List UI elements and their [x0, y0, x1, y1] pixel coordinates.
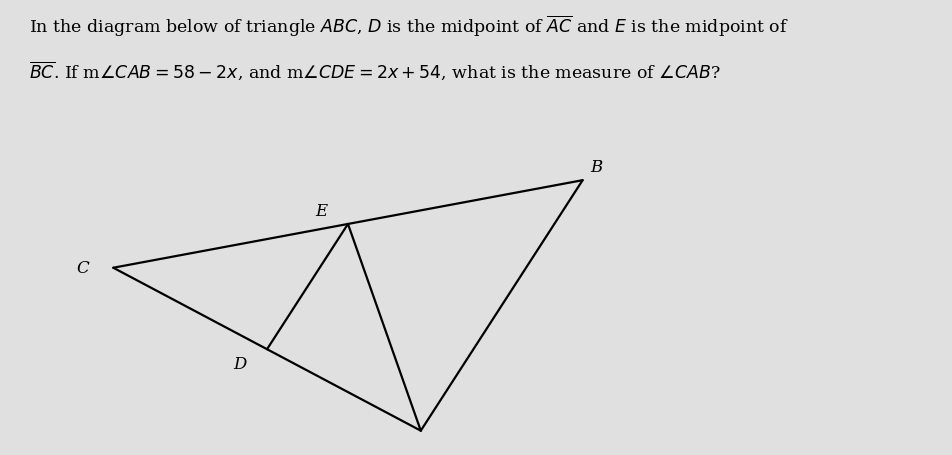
Text: $\overline{BC}$. If m$\angle CAB = 58-2x$, and m$\angle CDE = 2x+54$, what is th: $\overline{BC}$. If m$\angle CAB = 58-2x… — [29, 59, 720, 82]
Text: C: C — [76, 260, 89, 277]
Text: B: B — [590, 159, 603, 176]
Text: In the diagram below of triangle $ABC$, $D$ is the midpoint of $\overline{AC}$ a: In the diagram below of triangle $ABC$, … — [29, 14, 788, 39]
Text: E: E — [316, 202, 327, 220]
Text: D: D — [233, 355, 247, 373]
